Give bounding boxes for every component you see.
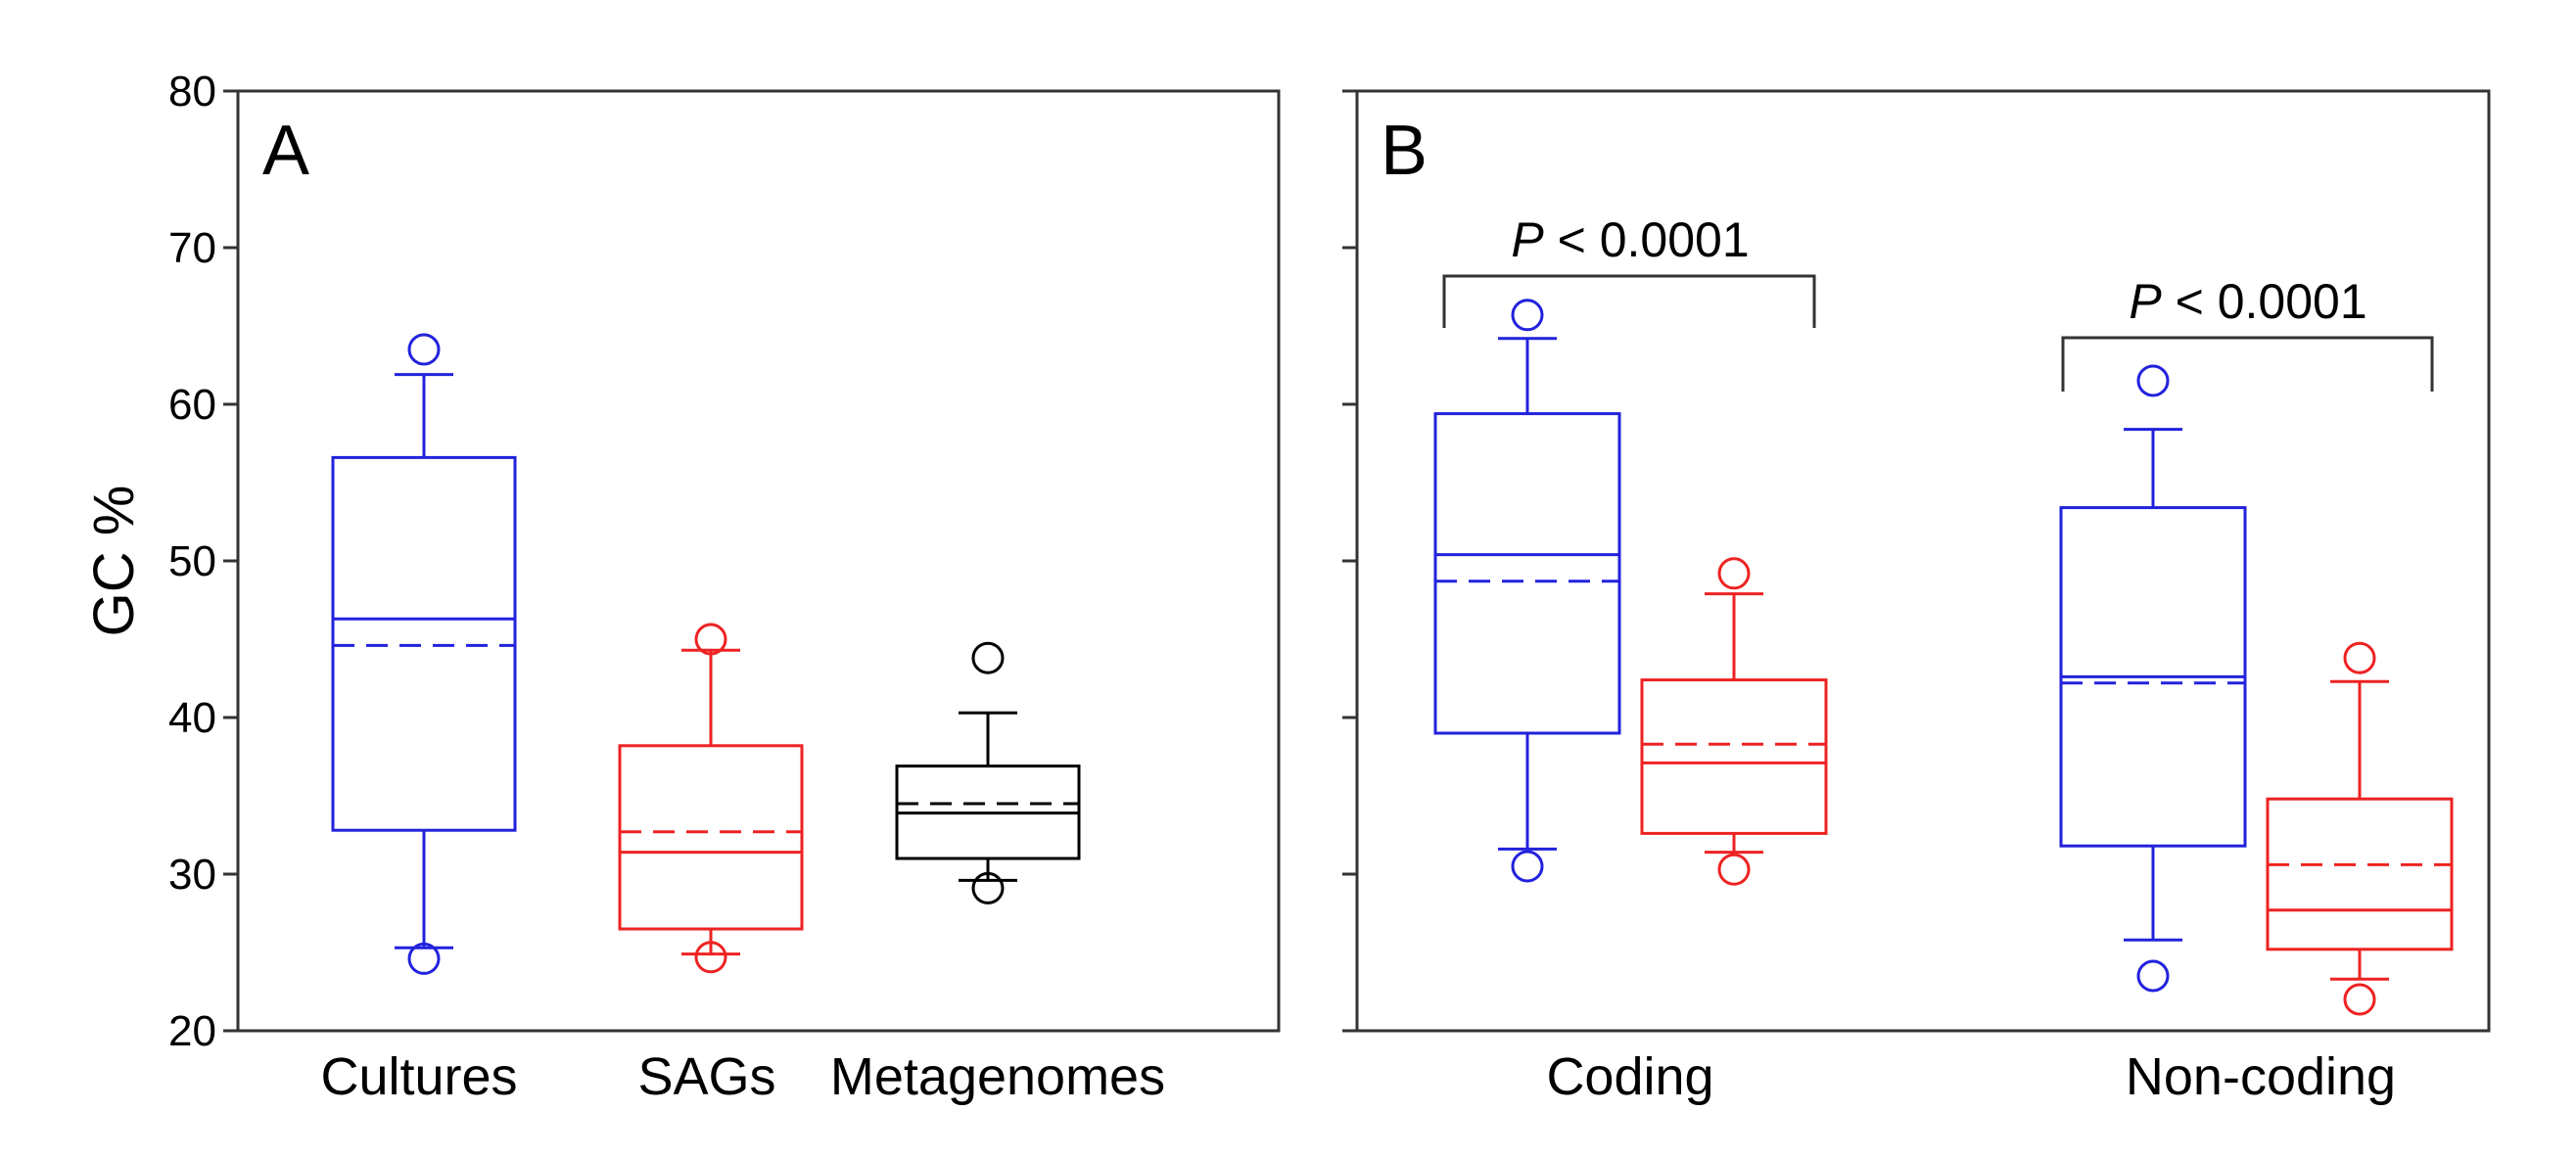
box-plot: [2266, 641, 2454, 1016]
y-tick-label: 80: [168, 68, 216, 116]
significance-bracket: [2061, 336, 2434, 392]
panel-b-label: B: [1381, 112, 1428, 190]
panel-a-label: A: [262, 112, 309, 190]
p-italic: P: [1511, 212, 1544, 267]
y-axis-label: GC %: [82, 486, 146, 637]
box-plot: [2059, 364, 2247, 993]
significance-bracket: [1442, 274, 1816, 328]
outlier-point: [2136, 364, 2170, 397]
iqr-box: [1433, 412, 1621, 735]
iqr-box: [1640, 678, 1828, 835]
outlier-point: [1717, 557, 1751, 590]
outlier-point: [407, 942, 441, 975]
iqr-box: [618, 744, 804, 931]
panel-a-boxes: [331, 333, 1081, 975]
outlier-point: [2343, 641, 2376, 674]
category-label: Metagenomes: [830, 1047, 1165, 1106]
outlier-point: [971, 871, 1005, 904]
y-tick-label: 40: [168, 694, 216, 742]
category-label: Coding: [1546, 1047, 1713, 1106]
box-plot: [331, 333, 517, 975]
panel-b-boxes: [1433, 299, 2454, 1016]
y-tick-label: 20: [168, 1007, 216, 1055]
outlier-point: [1511, 850, 1544, 883]
y-tick-label: 30: [168, 851, 216, 899]
outlier-point: [2136, 959, 2170, 993]
panel-a-category-labels: Cultures SAGs Metagenomes: [320, 1047, 1165, 1106]
y-tick-label: 60: [168, 381, 216, 429]
outlier-point: [971, 641, 1005, 674]
box-plot: [895, 641, 1081, 904]
box-plot: [1433, 299, 1621, 883]
p-value-text: < 0.0001: [2162, 274, 2367, 329]
outlier-point: [407, 333, 441, 366]
category-label: SAGs: [637, 1047, 775, 1106]
outlier-point: [1511, 299, 1544, 332]
iqr-box: [2266, 797, 2454, 951]
y-tick-label: 50: [168, 537, 216, 585]
category-label: Non-coding: [2126, 1047, 2396, 1106]
p-value-text: < 0.0001: [1544, 212, 1750, 267]
category-label: Cultures: [320, 1047, 517, 1106]
p-value-label: P < 0.0001: [2129, 274, 2366, 329]
panel-b-category-labels: Coding Non-coding: [1546, 1047, 2396, 1106]
outlier-point: [2343, 983, 2376, 1016]
box-plot: [1640, 557, 1828, 886]
outlier-point: [694, 941, 727, 974]
y-tick-label: 70: [168, 224, 216, 272]
outlier-point: [694, 623, 727, 656]
panel-a: A 20 30 40 50 60 70 80 GC % Cultures SAGs Metage…: [82, 68, 1281, 1106]
panel-b-y-axis: [1342, 89, 1357, 1033]
box-plot: [618, 623, 804, 974]
iqr-box: [331, 455, 517, 832]
p-italic: P: [2129, 274, 2162, 329]
p-value-label: P < 0.0001: [1511, 212, 1749, 267]
outlier-point: [1717, 853, 1751, 886]
panel-a-y-axis: 20 30 40 50 60 70 80: [168, 68, 238, 1055]
panel-a-frame: [236, 89, 1281, 1033]
